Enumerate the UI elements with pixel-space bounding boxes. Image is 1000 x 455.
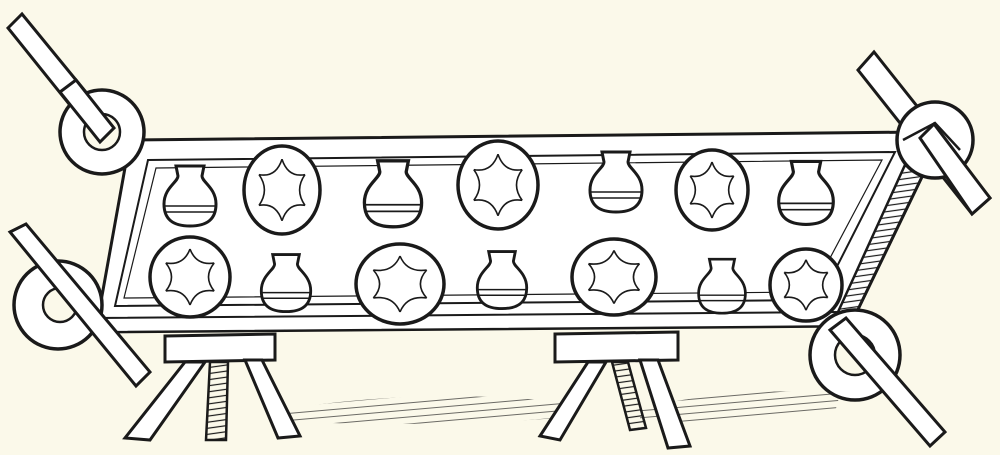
pole-top-left-front xyxy=(57,77,117,145)
stool-left xyxy=(122,332,303,442)
vessel xyxy=(588,150,644,214)
vessel xyxy=(162,164,218,228)
dish xyxy=(674,148,750,232)
vessel xyxy=(475,250,529,311)
pole-bottom-left xyxy=(7,222,153,389)
vessel xyxy=(259,253,313,314)
dishes xyxy=(148,139,844,326)
dish xyxy=(354,242,446,326)
vessel xyxy=(362,159,424,229)
vessel xyxy=(777,159,835,226)
vessels xyxy=(162,150,835,315)
stool-right xyxy=(537,330,693,450)
dish xyxy=(768,247,844,323)
dish xyxy=(456,139,540,231)
pole-bottom-right xyxy=(827,315,948,449)
dish xyxy=(570,237,658,317)
dish xyxy=(148,235,232,319)
dish xyxy=(242,144,322,236)
ground-shadow xyxy=(270,391,840,424)
pole-top-right-front xyxy=(918,121,993,217)
vessel xyxy=(697,257,747,315)
